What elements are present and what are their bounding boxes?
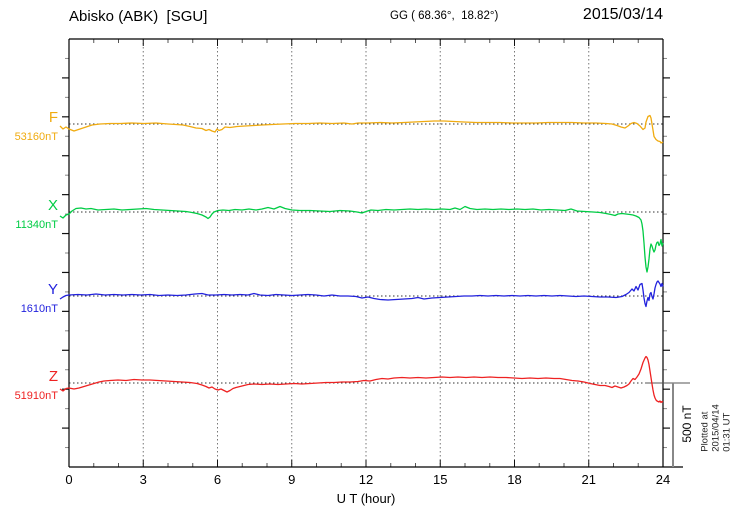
channel-label-Y: Y xyxy=(47,281,58,298)
trace-line-Y xyxy=(59,280,664,308)
x-tick-label-21: 21 xyxy=(581,472,596,487)
channel-baseline-value-F: 53160nT xyxy=(14,131,58,143)
trace-line-Z xyxy=(59,355,664,404)
trace-X xyxy=(59,205,664,273)
x-tick-label-0: 0 xyxy=(65,472,73,487)
geographic-coordinates: GG ( 68.36°, 18.82°) xyxy=(390,10,499,22)
plot-date: 2015/03/14 xyxy=(582,6,663,23)
channel-baseline-value-X: 11340nT xyxy=(15,219,58,231)
x-tick-label-6: 6 xyxy=(213,472,222,487)
grid-layer xyxy=(142,39,590,467)
trace-Z xyxy=(59,355,664,404)
channel-label-F: F xyxy=(48,109,58,126)
trace-Y xyxy=(59,280,664,308)
trace-line-F xyxy=(59,114,664,144)
x-tick-label-24: 24 xyxy=(655,472,671,487)
scale-bar-label: 500 nT xyxy=(680,405,694,443)
channel-label-X: X xyxy=(47,197,58,214)
x-tick-label-15: 15 xyxy=(433,472,448,487)
x-tick-label-12: 12 xyxy=(358,472,374,487)
x-tick-label-3: 3 xyxy=(139,472,147,487)
station-title: Abisko (ABK) [SGU] xyxy=(69,8,208,25)
trace-line-X xyxy=(59,205,664,273)
channel-label-Z: Z xyxy=(48,368,58,385)
plotted-timestamp: Plotted at 2015/04/14 01:31 UT xyxy=(699,404,730,452)
x-tick-label-18: 18 xyxy=(507,472,522,487)
tick-layer xyxy=(62,39,670,467)
x-tick-label-9: 9 xyxy=(288,472,296,487)
x-axis-label: U T (hour) xyxy=(336,491,396,506)
channel-baseline-value-Z: 51910nT xyxy=(14,390,58,402)
plot-frame xyxy=(68,38,683,468)
trace-F xyxy=(59,114,664,144)
channel-baseline-value-Y: 1610nT xyxy=(20,303,58,315)
